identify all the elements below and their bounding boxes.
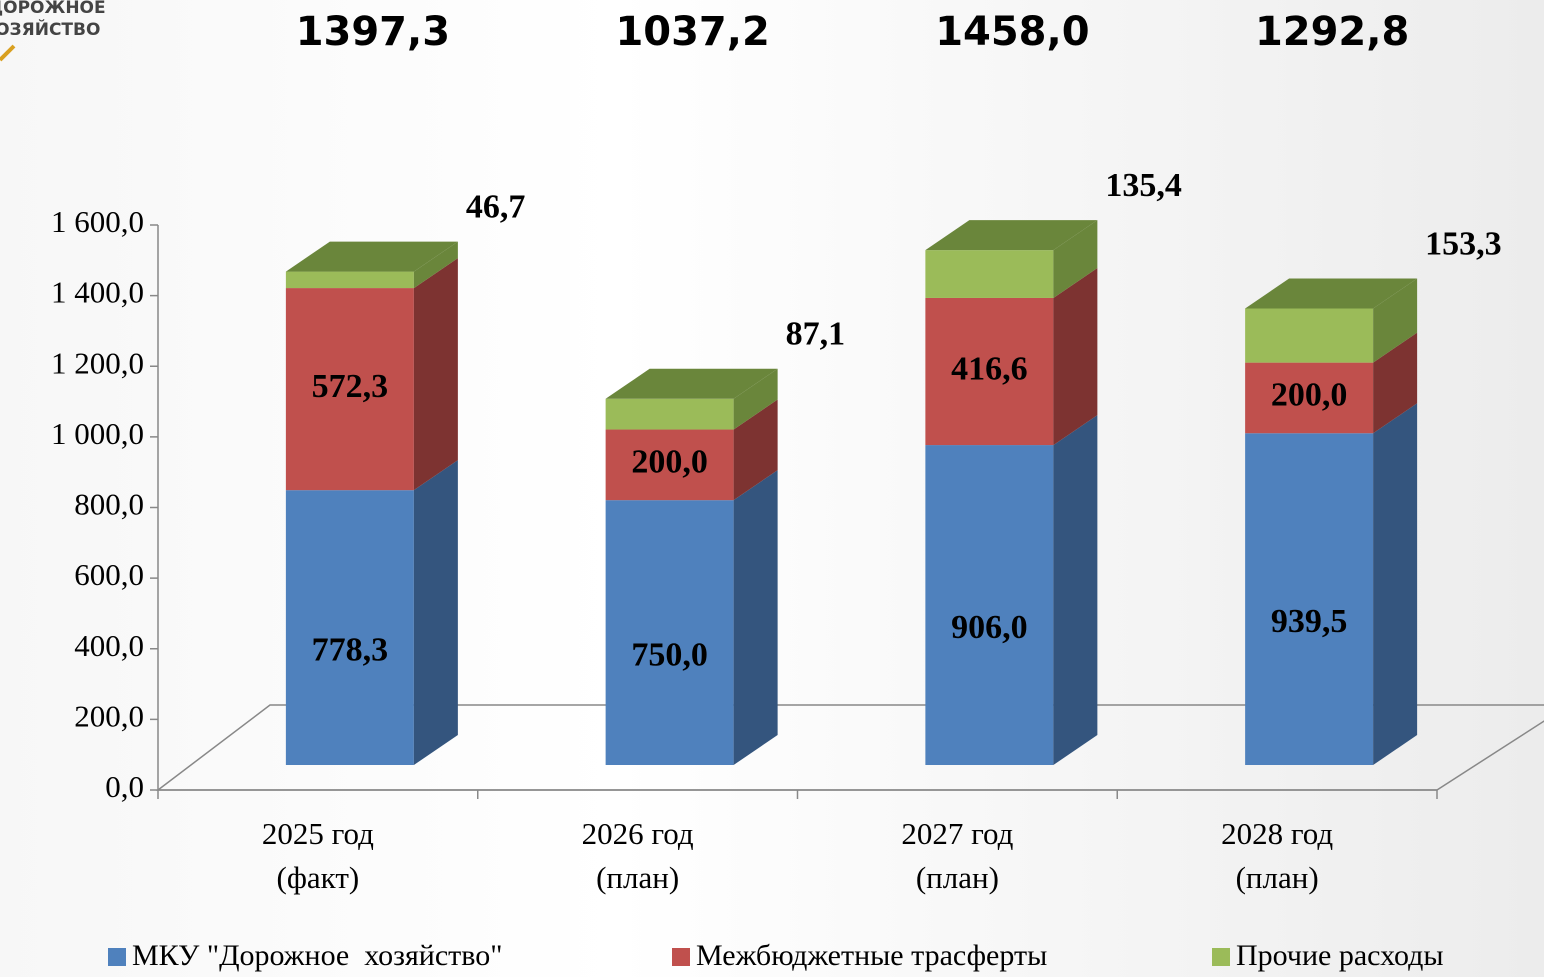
data-label: 153,3 (1425, 225, 1502, 262)
bar-front (605, 500, 734, 765)
bar-front (285, 271, 414, 289)
bar-front (1245, 308, 1374, 363)
bar-side (733, 368, 778, 430)
y-tick-label: 1 400,0 (51, 275, 144, 310)
bar-top (285, 241, 458, 272)
data-label: 200,0 (631, 444, 708, 481)
data-label: 572,3 (312, 368, 389, 405)
x-tick-label: 2026 год (план) (581, 816, 694, 895)
bar-side (1373, 332, 1418, 434)
total-label: 1292,8 (1255, 9, 1409, 55)
bar-side (1373, 278, 1418, 363)
data-label: 750,0 (631, 636, 708, 673)
bar-segment (285, 258, 458, 491)
bar-segment (925, 220, 1098, 298)
bar-segment (605, 368, 778, 430)
bar-front (605, 429, 734, 501)
y-tick-label: 1 200,0 (51, 345, 144, 380)
bar-segment (605, 470, 778, 765)
y-tick-label: 600,0 (74, 557, 144, 592)
legend-swatch (672, 948, 690, 966)
bar-side (413, 241, 458, 289)
legend-label: Прочие расходы (1236, 939, 1444, 972)
y-tick-label: 800,0 (74, 487, 144, 522)
bar-segment (285, 241, 458, 289)
bar-side (1373, 403, 1418, 765)
bar-segment (1245, 278, 1418, 363)
total-label: 1397,3 (296, 9, 450, 55)
bar-front (605, 398, 734, 430)
bar-top (605, 368, 778, 399)
bar-side (1053, 220, 1098, 298)
bar-side (733, 399, 778, 501)
data-label: 778,3 (312, 631, 389, 668)
bar-front (1245, 433, 1374, 765)
bar-segment (605, 399, 778, 501)
x-tick-label: 2027 год (план) (901, 816, 1014, 895)
bar-top (1245, 278, 1418, 309)
data-label: 46,7 (466, 188, 526, 225)
bar-side (413, 460, 458, 765)
legend-swatch (108, 948, 126, 966)
data-label: 200,0 (1271, 377, 1348, 414)
x-tick-label: 2025 год (факт) (261, 816, 374, 895)
y-tick-label: 1 000,0 (51, 416, 144, 451)
y-tick-label: 400,0 (74, 628, 144, 663)
y-tick-label: 1 600,0 (51, 204, 144, 239)
bar-segment (1245, 403, 1418, 765)
data-label: 416,6 (951, 350, 1028, 387)
logo-text: ДОРОЖНОЕ (0, 0, 106, 18)
legend-label: Межбюджетные трасферты (696, 939, 1047, 972)
legend-swatch (1212, 948, 1230, 966)
bar-front (925, 250, 1054, 298)
legend-label: МКУ "Дорожное хозяйство" (132, 939, 502, 972)
data-label: 906,0 (951, 609, 1028, 646)
data-label: 87,1 (786, 316, 846, 353)
total-label: 1037,2 (615, 9, 769, 55)
bar-front (925, 445, 1054, 765)
logo-text: ХОЗЯЙСТВО (0, 18, 100, 40)
bar-front (925, 297, 1054, 446)
logo-mark (0, 44, 16, 62)
bar-front (1245, 362, 1374, 434)
bar-side (733, 470, 778, 765)
bar-side (1053, 415, 1098, 765)
bar-segment (1245, 332, 1418, 434)
bar-top (925, 220, 1098, 251)
y-tick-label: 200,0 (74, 698, 144, 733)
bar-side (413, 258, 458, 491)
bar-front (285, 288, 414, 491)
data-label: 135,4 (1105, 167, 1182, 204)
bar-segment (925, 415, 1098, 765)
total-label: 1458,0 (935, 9, 1089, 55)
bar-side (1053, 267, 1098, 446)
y-tick-label: 0,0 (105, 769, 144, 804)
bar-segment (925, 267, 1098, 446)
data-label: 939,5 (1271, 603, 1348, 640)
bar-segment (285, 460, 458, 765)
x-tick-label: 2028 год (план) (1221, 816, 1334, 895)
bar-front (285, 490, 414, 765)
